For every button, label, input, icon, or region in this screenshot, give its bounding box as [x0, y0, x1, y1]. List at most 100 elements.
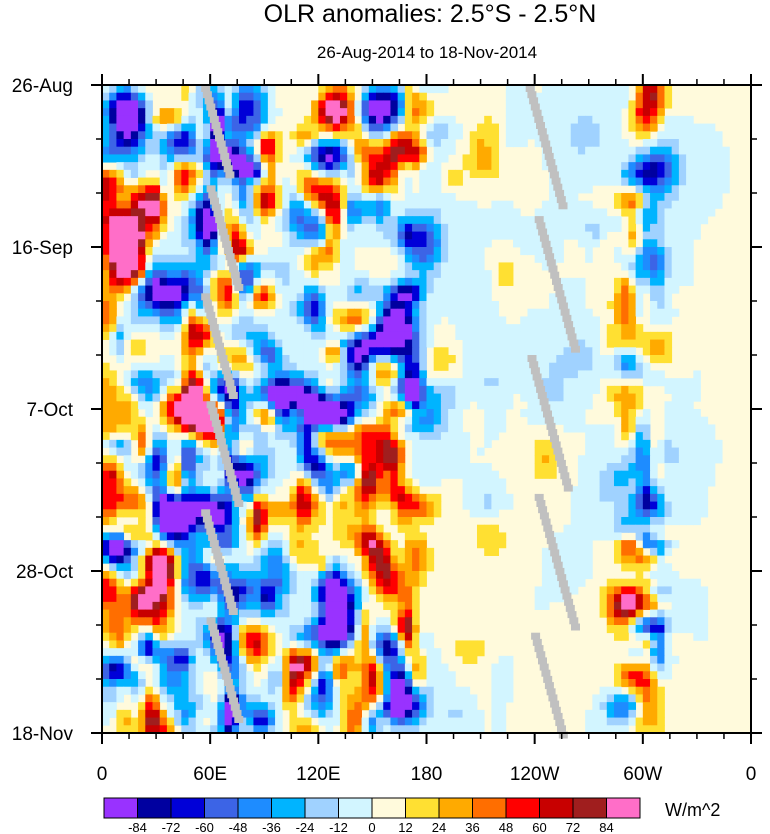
field-cell: [239, 347, 247, 356]
field-cell: [722, 146, 730, 155]
field-cell: [102, 540, 110, 549]
field-cell: [368, 92, 377, 101]
field-cell: [289, 393, 298, 402]
field-cell: [246, 686, 254, 695]
field-cell: [311, 601, 319, 610]
field-cell: [412, 432, 420, 441]
field-cell: [354, 401, 362, 410]
field-cell: [224, 223, 233, 232]
field-cell: [469, 478, 478, 487]
field-cell: [426, 185, 435, 194]
field-cell: [339, 200, 348, 209]
field-cell: [260, 586, 269, 595]
field-cell: [686, 416, 694, 425]
field-cell: [376, 131, 384, 140]
field-cell: [166, 524, 175, 533]
field-cell: [202, 123, 211, 132]
field-cell: [159, 115, 168, 124]
field-cell: [520, 92, 528, 101]
field-cell: [282, 586, 290, 595]
field-cell: [289, 609, 298, 618]
field-cell: [570, 563, 579, 572]
field-cell: [448, 671, 456, 680]
field-cell: [714, 131, 723, 140]
field-cell: [368, 85, 377, 94]
field-cell: [664, 316, 673, 325]
field-cell: [145, 586, 153, 595]
field-cell: [440, 285, 449, 294]
field-cell: [181, 270, 189, 279]
field-cell: [152, 594, 161, 603]
field-cell: [260, 316, 269, 325]
field-cell: [354, 370, 362, 379]
field-cell: [303, 293, 312, 302]
field-cell: [181, 555, 189, 564]
field-cell: [404, 424, 413, 433]
field-cell: [166, 131, 175, 140]
field-cell: [541, 385, 550, 394]
field-cell: [311, 663, 319, 672]
field-cell: [570, 185, 579, 194]
field-cell: [599, 223, 608, 232]
field-cell: [642, 370, 651, 379]
field-cell: [339, 409, 348, 418]
field-cell: [325, 609, 334, 618]
field-cell: [469, 169, 478, 178]
field-cell: [347, 92, 355, 101]
field-cell: [116, 532, 125, 541]
field-cell: [577, 409, 586, 418]
field-cell: [599, 493, 608, 502]
field-cell: [628, 301, 637, 310]
field-cell: [159, 663, 168, 672]
field-cell: [102, 239, 110, 248]
field-cell: [376, 501, 384, 510]
field-cell: [339, 115, 348, 124]
field-cell: [549, 378, 557, 387]
field-cell: [239, 455, 247, 464]
field-cell: [159, 632, 168, 641]
field-cell: [116, 555, 125, 564]
field-cell: [700, 432, 709, 441]
field-cell: [678, 609, 687, 618]
field-cell: [383, 555, 391, 564]
field-cell: [166, 293, 175, 302]
field-cell: [332, 625, 341, 634]
field-cell: [440, 200, 449, 209]
field-cell: [239, 277, 247, 286]
field-cell: [686, 439, 694, 448]
field-cell: [282, 455, 290, 464]
field-cell: [267, 663, 276, 672]
field-cell: [642, 594, 651, 603]
field-cell: [678, 146, 687, 155]
field-cell: [700, 447, 709, 456]
field-cell: [563, 162, 572, 171]
field-cell: [188, 547, 197, 556]
field-cell: [549, 139, 557, 148]
field-cell: [390, 648, 399, 657]
field-cell: [202, 463, 211, 472]
field-cell: [275, 270, 283, 279]
field-cell: [498, 655, 507, 664]
field-cell: [109, 193, 117, 202]
field-cell: [513, 131, 521, 140]
field-cell: [339, 470, 348, 479]
field-cell: [404, 517, 413, 526]
field-cell: [123, 247, 132, 256]
field-cell: [419, 308, 427, 317]
field-cell: [440, 231, 449, 240]
field-cell: [635, 601, 644, 610]
field-cell: [195, 185, 204, 194]
field-cell: [650, 663, 658, 672]
field-cell: [231, 416, 240, 425]
field-cell: [339, 632, 348, 641]
field-cell: [484, 316, 492, 325]
field-cell: [116, 501, 125, 510]
field-cell: [361, 663, 370, 672]
field-cell: [253, 401, 262, 410]
field-cell: [332, 185, 341, 194]
field-cell: [318, 578, 326, 587]
field-cell: [404, 679, 413, 688]
field-cell: [635, 532, 644, 541]
field-cell: [325, 455, 334, 464]
field-cell: [635, 424, 644, 433]
